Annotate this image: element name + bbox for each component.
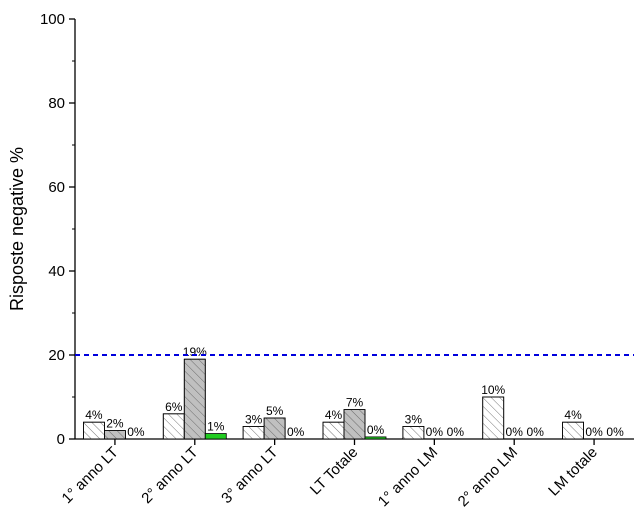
data-label: 19% <box>183 345 207 359</box>
data-label: 6% <box>165 400 183 414</box>
data-label: 7% <box>346 396 364 410</box>
x-tick-label: 2° anno LT <box>138 444 201 507</box>
data-label: 0% <box>367 423 385 437</box>
y-tick-label: 60 <box>48 179 65 196</box>
bar-hatch <box>343 409 366 440</box>
bar-hatch <box>482 396 505 440</box>
bar-hatch <box>263 417 286 440</box>
data-label: 0% <box>127 425 145 439</box>
data-label: 4% <box>564 408 582 422</box>
bar-hatch <box>162 413 185 440</box>
x-tick-label: 2° anno LM <box>455 444 521 510</box>
bar-hatch <box>83 421 105 440</box>
data-label: 10% <box>481 383 505 397</box>
bars <box>83 358 584 440</box>
data-label: 0% <box>606 425 624 439</box>
data-label: 3% <box>245 412 263 426</box>
y-tick-label: 100 <box>40 11 65 28</box>
x-axis: 1° anno LT 2° anno LT 3° anno LT LT Totale 1… <box>59 438 634 510</box>
y-tick-label: 0 <box>57 431 65 448</box>
y-tick-label: 20 <box>48 347 65 364</box>
data-label: 0% <box>527 425 545 439</box>
y-axis: 0 20 40 60 80 100 <box>40 11 76 448</box>
bar <box>364 436 387 440</box>
x-tick-label: LT Totale <box>307 444 361 498</box>
data-label: 5% <box>266 404 284 418</box>
y-axis-title: Risposte negative % <box>7 147 27 311</box>
data-label: 0% <box>287 425 305 439</box>
bar-hatch <box>402 425 425 440</box>
data-label: 0% <box>506 425 524 439</box>
bar-hatch <box>322 421 345 440</box>
x-tick-label: 1° anno LM <box>375 444 441 510</box>
x-tick-label: 1° anno LT <box>59 444 122 507</box>
bar <box>204 433 227 440</box>
bar-hatch <box>242 425 265 440</box>
data-label: 0% <box>585 425 603 439</box>
data-label: 4% <box>85 408 103 422</box>
data-label: 3% <box>405 412 423 426</box>
data-label: 4% <box>325 408 343 422</box>
data-label: 0% <box>447 425 465 439</box>
bar-hatch <box>562 421 584 440</box>
data-label: 1% <box>207 420 225 434</box>
bar-hatch <box>183 358 206 440</box>
y-tick-label: 80 <box>48 95 65 112</box>
data-label: 2% <box>106 417 124 431</box>
x-tick-label: 3° anno LT <box>218 444 281 507</box>
data-label: 0% <box>426 425 444 439</box>
bar-hatch <box>104 430 126 440</box>
x-tick-label: LM totale <box>545 444 601 500</box>
y-tick-label: 40 <box>48 263 65 280</box>
